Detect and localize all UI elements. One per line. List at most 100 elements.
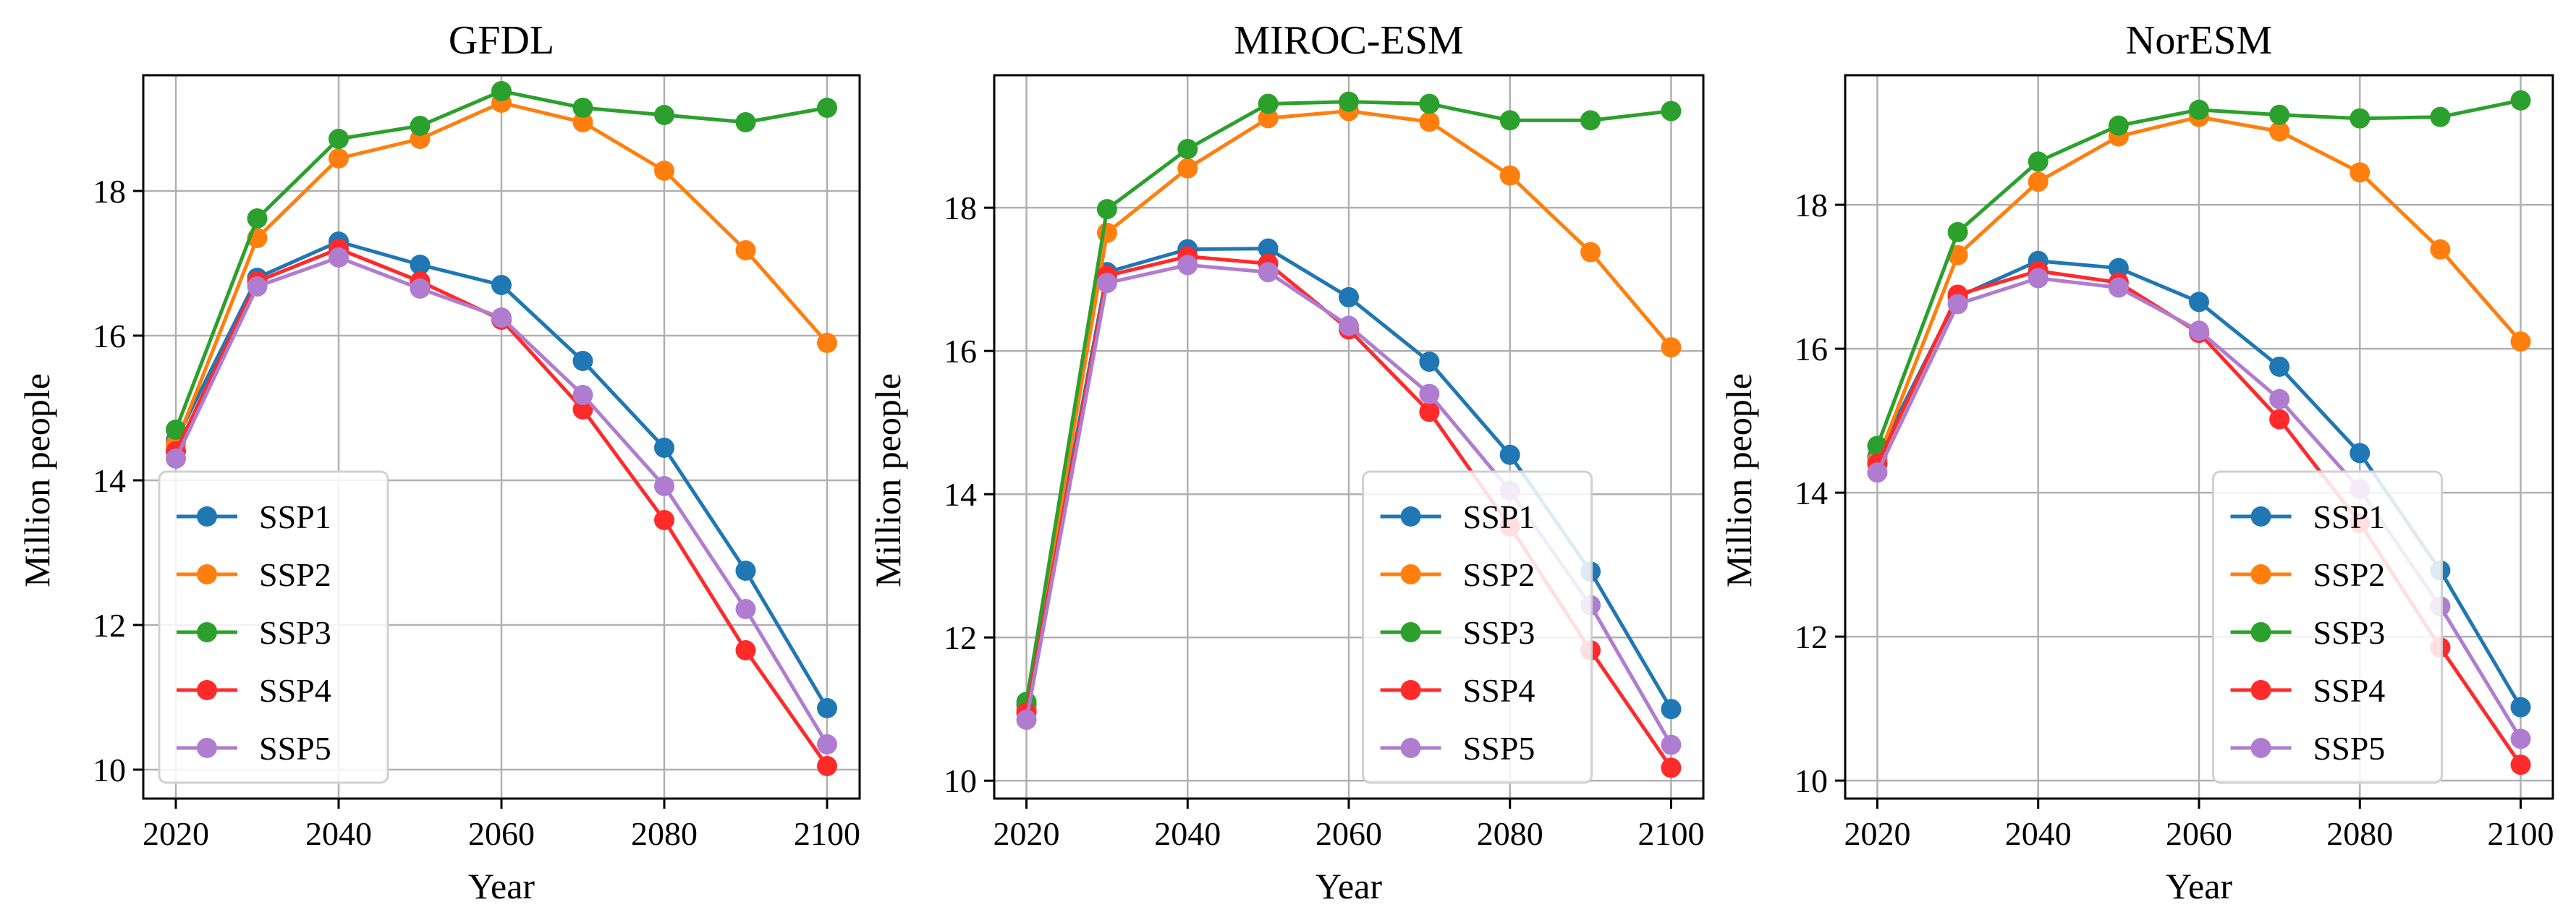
legend-item-ssp4: SSP4 [177,672,331,709]
legend-item-ssp4: SSP4 [2230,672,2386,709]
y-axis-label: Million people [1719,373,1759,587]
legend-marker [197,738,217,758]
panel-gfdl: 2020 2040 2060 2080 2100 10 12 14 16 18 GFDL Year Mi… [17,18,861,906]
data-point-ssp3 [2108,115,2129,136]
data-point-ssp5 [1177,255,1198,276]
y-tick-label: 14 [93,462,126,499]
data-point-ssp5 [1947,294,1968,315]
legend-item-ssp5: SSP5 [2230,730,2385,767]
data-point-ssp5 [1258,262,1279,283]
data-point-ssp1 [1258,238,1279,259]
legend-label: SSP4 [2313,672,2386,709]
panel-noresm: 2020 2040 2060 2080 2100 10 12 14 16 18 NorESM Year… [1719,18,2554,906]
data-point-ssp1 [2350,443,2370,464]
legend-marker [2250,738,2271,758]
legend-marker [197,506,217,527]
legend-marker [2250,506,2271,527]
x-tick-label: 2040 [305,815,372,852]
y-tick-label: 18 [944,190,977,226]
series-ssp5 [166,247,837,754]
x-tick-label: 2080 [1477,815,1543,852]
y-tick-label: 14 [944,476,977,513]
x-tick-label: 2020 [1844,815,1910,852]
x-axis-label: Year [468,866,535,906]
data-point-ssp3 [817,98,837,118]
legend-label: SSP2 [259,556,331,593]
data-point-ssp4 [572,399,593,420]
legend-label: SSP4 [1463,672,1535,709]
data-point-ssp3 [2189,99,2209,120]
data-point-ssp1 [1339,286,1359,307]
data-point-ssp2 [1258,108,1279,129]
data-point-ssp3 [735,112,756,132]
data-point-ssp4 [654,510,674,530]
data-point-ssp5 [2189,320,2209,341]
data-point-ssp5 [1339,315,1359,336]
data-point-ssp2 [735,240,756,260]
chart-title: MIROC-ESM [1234,18,1463,63]
legend-label: SSP3 [259,614,331,651]
data-point-ssp3 [1177,138,1198,159]
data-point-ssp3 [2269,104,2290,125]
legend-box [1362,470,1593,784]
data-point-ssp5 [1096,273,1117,294]
data-point-ssp3 [1258,93,1279,114]
x-tick-label: 2060 [1315,815,1382,852]
legend-item-ssp3: SSP3 [177,614,331,651]
data-point-ssp3 [166,420,186,440]
y-axis-label: Million people [17,373,57,587]
data-point-ssp2 [1177,158,1198,179]
x-tick-label: 2060 [468,815,535,852]
data-point-ssp5 [2269,388,2290,409]
y-tick-label: 18 [93,173,126,210]
legend-marker [1400,506,1421,527]
legend-marker [2250,622,2271,642]
data-point-ssp1 [2269,356,2290,377]
legend-box [2212,470,2444,784]
chart-title: GFDL [449,18,554,63]
data-point-ssp2 [572,112,593,132]
y-tick-label: 16 [1795,331,1828,367]
legend-marker [2250,564,2271,584]
data-point-ssp1 [654,438,674,458]
legend-label: SSP3 [1463,614,1535,651]
data-point-ssp5 [2510,728,2531,749]
data-point-ssp5 [491,307,512,328]
data-point-ssp3 [2430,106,2451,127]
data-point-ssp3 [1580,110,1601,131]
data-point-ssp2 [1096,222,1117,243]
y-tick-label: 14 [1795,475,1828,511]
series-ssp3 [1867,90,2531,456]
data-point-ssp1 [1499,444,1520,465]
data-point-ssp3 [1499,110,1520,131]
legend-item-ssp3: SSP3 [2230,614,2386,651]
legend-label: SSP1 [1463,498,1535,535]
legend-item-ssp4: SSP4 [1380,672,1535,709]
data-point-ssp4 [817,756,837,776]
legend-item-ssp2: SSP2 [177,556,331,593]
legend-label: SSP3 [2313,614,2386,651]
legend-marker [197,680,217,700]
legend-marker [1400,622,1421,642]
plot-frame [993,74,1705,800]
data-point-ssp3 [2510,90,2531,111]
x-tick-label: 2020 [993,815,1060,852]
data-point-ssp3 [654,105,674,125]
data-point-ssp3 [2028,151,2048,172]
data-point-ssp1 [2108,258,2129,278]
data-point-ssp2 [2430,239,2451,260]
data-point-ssp3 [329,129,349,149]
series-ssp3 [166,81,837,440]
legend-box [158,470,389,784]
data-point-ssp2 [1580,242,1601,263]
plot-frame [142,74,861,800]
data-point-ssp1 [572,351,593,371]
data-point-ssp3 [572,98,593,118]
data-point-ssp4 [1419,401,1440,422]
data-point-ssp5 [247,276,268,297]
data-point-ssp3 [1419,93,1440,114]
legend-item-ssp1: SSP1 [2230,498,2385,535]
data-point-ssp5 [1867,462,1888,483]
data-point-ssp5 [2108,277,2129,298]
